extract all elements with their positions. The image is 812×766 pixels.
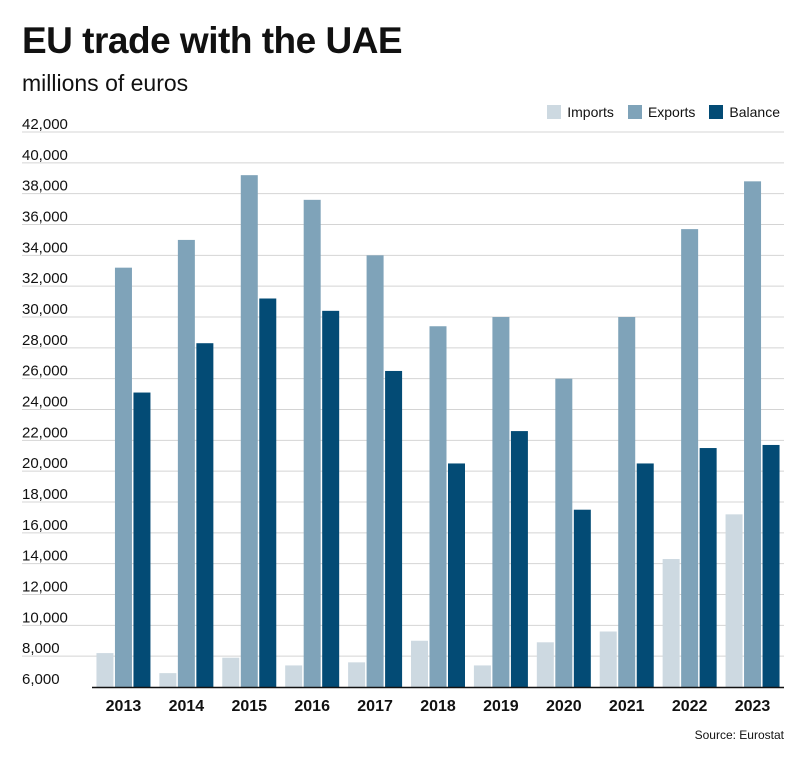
chart-title: EU trade with the UAE: [22, 20, 403, 61]
y-tick-label: 32,000: [22, 270, 68, 287]
bar-exports-2016: [303, 199, 321, 688]
bar-exports-2020: [555, 378, 573, 687]
chart-subtitle: millions of euros: [22, 70, 189, 96]
bar-balance-2014: [196, 343, 214, 687]
legend-item-imports: Imports: [547, 104, 614, 120]
bar-imports-2018: [411, 640, 428, 687]
bar-imports-2014: [159, 673, 177, 687]
bar-exports-2018: [429, 326, 447, 687]
legend-item-balance: Balance: [709, 104, 780, 120]
y-tick-label: 6,000: [22, 671, 60, 688]
bar-imports-2013: [96, 653, 114, 687]
bar-balance-2023: [762, 444, 780, 687]
legend-label-balance: Balance: [729, 104, 780, 120]
legend-swatch-balance: [709, 105, 724, 119]
x-tick-label: 2021: [609, 698, 645, 715]
y-tick-label: 26,000: [22, 363, 68, 380]
bar-balance-2013: [133, 392, 151, 687]
x-tick-label: 2020: [546, 698, 582, 715]
bar-balance-2022: [699, 448, 717, 687]
legend-label-exports: Exports: [647, 104, 696, 120]
bar-imports-2015: [222, 657, 240, 687]
x-tick-label: 2023: [735, 698, 771, 715]
bar-imports-2020: [536, 642, 554, 687]
bar-balance-2021: [636, 463, 654, 687]
x-tick-label: 2014: [169, 698, 205, 715]
bar-balance-2015: [259, 298, 277, 687]
bar-imports-2019: [473, 665, 491, 687]
x-tick-label: 2019: [483, 698, 519, 715]
y-tick-label: 14,000: [22, 548, 68, 565]
y-tick-label: 24,000: [22, 394, 68, 411]
bar-imports-2016: [285, 665, 303, 687]
y-tick-label: 28,000: [22, 332, 68, 349]
legend-label-imports: Imports: [567, 104, 614, 120]
source-note: Source: Eurostat: [694, 728, 784, 742]
x-tick-label: 2015: [231, 698, 267, 715]
y-tick-label: 10,000: [22, 609, 68, 626]
y-tick-label: 16,000: [22, 517, 68, 534]
legend-swatch-imports: [547, 105, 562, 119]
bar-exports-2022: [681, 229, 699, 687]
y-tick-label: 12,000: [22, 579, 68, 596]
y-tick-label: 40,000: [22, 147, 68, 164]
y-tick-label: 42,000: [22, 116, 68, 133]
bar-balance-2017: [385, 370, 403, 687]
y-tick-label: 8,000: [22, 640, 60, 657]
legend-swatch-exports: [627, 105, 642, 119]
x-tick-label: 2018: [420, 698, 456, 715]
bar-balance-2016: [322, 310, 340, 687]
y-tick-label: 30,000: [22, 301, 68, 318]
y-tick-label: 18,000: [22, 486, 68, 503]
bar-exports-2023: [744, 181, 762, 688]
bar-exports-2013: [114, 267, 132, 687]
bar-exports-2017: [366, 255, 384, 688]
y-tick-label: 20,000: [22, 455, 68, 472]
x-tick-label: 2013: [106, 698, 142, 715]
x-tick-label: 2017: [357, 698, 393, 715]
y-tick-label: 34,000: [22, 239, 68, 256]
legend-item-exports: Exports: [627, 104, 696, 120]
bar-exports-2015: [240, 175, 258, 687]
bar-imports-2021: [599, 631, 617, 687]
x-tick-label: 2016: [294, 698, 330, 715]
x-tick-label: 2022: [672, 698, 708, 715]
y-tick-label: 38,000: [22, 178, 68, 195]
bar-balance-2020: [573, 509, 591, 687]
legend: Imports Exports Balance: [547, 104, 780, 120]
y-tick-label: 36,000: [22, 209, 68, 226]
bar-exports-2014: [177, 239, 195, 687]
bar-imports-2022: [662, 559, 680, 687]
bar-exports-2021: [618, 317, 636, 687]
bar-balance-2019: [510, 431, 528, 687]
y-tick-label: 22,000: [22, 424, 68, 441]
bar-imports-2023: [725, 514, 743, 687]
bar-imports-2017: [348, 662, 366, 687]
bar-balance-2018: [448, 463, 465, 687]
bar-exports-2019: [492, 317, 510, 687]
